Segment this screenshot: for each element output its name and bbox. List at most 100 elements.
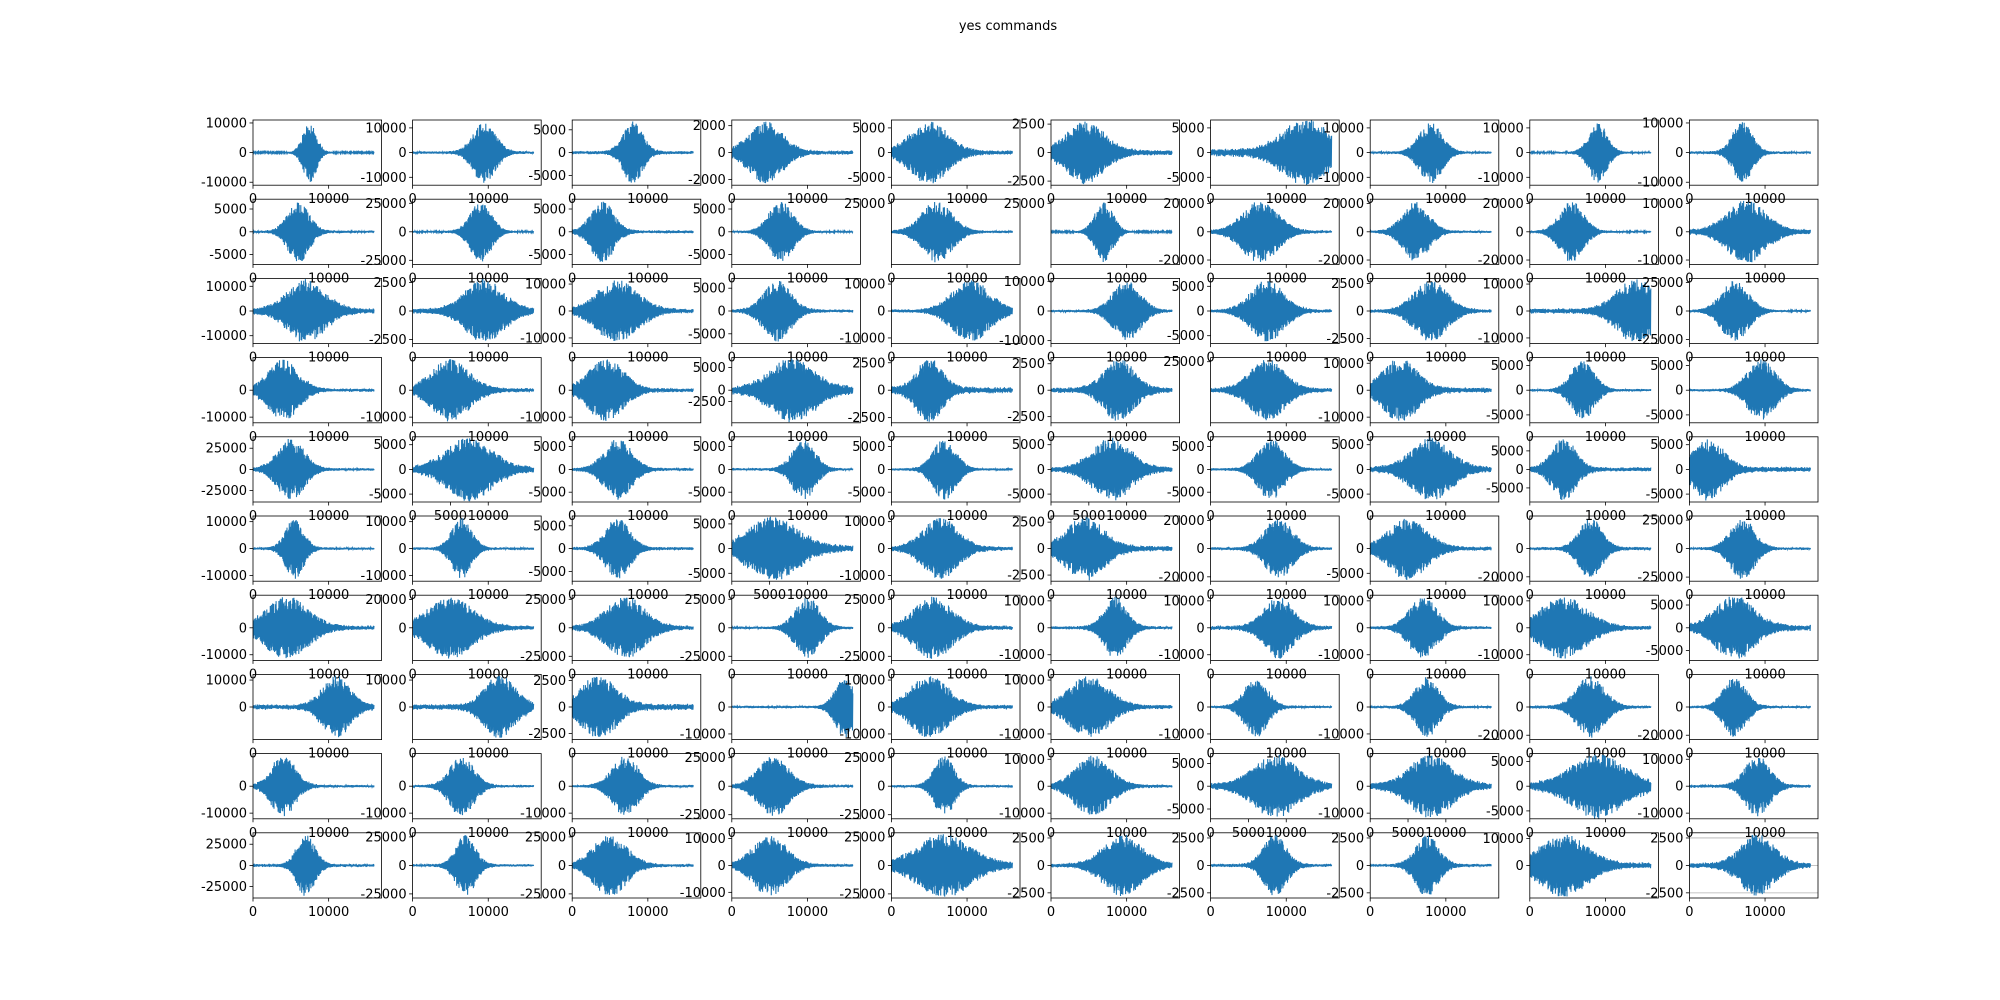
y-tick-label: 25000 <box>1004 197 1045 212</box>
subplot-28: 25000-25000 10000 <box>1326 277 1500 366</box>
y-tick-label: 0 <box>1037 305 1045 320</box>
y-tick-label: -10000 <box>1159 727 1205 742</box>
x-tick-label: 10000 <box>1585 192 1626 207</box>
y-tick-label: 0 <box>558 701 566 716</box>
x-tick-label: 10000 <box>1585 430 1626 445</box>
y-tick-label: -25000 <box>201 484 247 499</box>
x-tick-label: 10000 <box>468 351 509 366</box>
y-tick-label: 10000 <box>1004 674 1045 689</box>
y-tick-label: 10000 <box>525 278 566 293</box>
y-tick-label: 0 <box>1675 780 1683 795</box>
y-tick-label: -25000 <box>361 254 407 269</box>
y-tick-label: 5000 <box>533 123 566 138</box>
y-tick-label: 5000 <box>1172 121 1205 136</box>
y-tick-label: -5000 <box>1007 488 1045 503</box>
x-tick-label: 10000 <box>1585 509 1626 524</box>
y-tick-label: 5000 <box>693 282 726 297</box>
y-tick-label: 5000 <box>852 121 885 136</box>
y-tick-label: -25000 <box>520 650 566 665</box>
waveform-line <box>1689 679 1811 737</box>
y-tick-label: 25000 <box>365 830 406 845</box>
y-tick-label: -10000 <box>201 807 247 822</box>
y-tick-label: -10000 <box>999 807 1045 822</box>
x-tick-label: 0 <box>728 905 736 920</box>
x-tick-label: 10000 <box>946 905 987 920</box>
x-tick-label: 10000 <box>787 667 828 682</box>
y-tick-label: -10000 <box>361 411 407 426</box>
y-tick-label: 5000 <box>1491 755 1524 770</box>
subplot-35: 25000-25000 10000 <box>848 356 1021 445</box>
x-tick-label: 10000 <box>627 509 668 524</box>
x-tick-label: 10000 <box>1266 430 1307 445</box>
subplot-98: 25000-25000 10000 <box>1326 831 1500 920</box>
waveform-line <box>1370 281 1492 341</box>
x-tick-label: 10000 <box>946 430 987 445</box>
waveform-line <box>412 438 535 502</box>
x-tick-label: 10000 <box>787 905 828 920</box>
waveform-line <box>731 757 854 816</box>
x-tick-label: 10000 <box>308 351 349 366</box>
y-tick-label: 5000 <box>1172 757 1205 772</box>
y-tick-label: 25000 <box>684 751 725 766</box>
waveform-line <box>1370 360 1492 421</box>
y-tick-label: 0 <box>1356 701 1364 716</box>
waveform-line <box>253 125 375 182</box>
x-tick-label: 10000 <box>468 509 509 524</box>
y-tick-label: -10000 <box>1318 807 1364 822</box>
y-tick-label: -2500 <box>1326 332 1364 347</box>
x-tick-label: 10000 <box>787 826 828 841</box>
y-tick-label: 0 <box>1675 859 1683 874</box>
y-tick-label: 0 <box>239 701 247 716</box>
x-tick-label: 10000 <box>1585 588 1626 603</box>
y-tick-label: 0 <box>1196 146 1204 161</box>
y-tick-label: 0 <box>718 701 726 716</box>
x-tick-label: 10000 <box>308 271 349 286</box>
x-tick-label: 10000 <box>1744 192 1785 207</box>
y-tick-label: 0 <box>398 859 406 874</box>
y-tick-label: -2500 <box>1007 569 1045 584</box>
x-tick-label: 10000 <box>1106 905 1147 920</box>
x-tick-label: 10000 <box>946 747 987 762</box>
x-tick-label: 10000 <box>1744 747 1785 762</box>
x-tick-label: 10000 <box>1425 192 1466 207</box>
x-tick-label: 10000 <box>468 430 509 445</box>
y-tick-label: 10000 <box>844 674 885 689</box>
waveform-line <box>1370 437 1492 500</box>
x-tick-label: 10000 <box>1425 667 1466 682</box>
y-tick-label: 0 <box>558 384 566 399</box>
y-tick-label: 25000 <box>844 593 885 608</box>
y-tick-label: 2500 <box>1331 277 1364 292</box>
x-tick-label: 10000 <box>1266 826 1307 841</box>
y-tick-label: -10000 <box>839 331 885 346</box>
y-tick-label: 20000 <box>1482 197 1523 212</box>
x-tick-label: 10000 <box>1266 747 1307 762</box>
y-tick-label: -10000 <box>520 411 566 426</box>
waveform-line <box>1370 202 1492 261</box>
waveform-line <box>891 676 1013 737</box>
waveform-line <box>1529 439 1652 501</box>
waveform-line <box>1370 835 1492 895</box>
x-tick-label: 10000 <box>468 905 509 920</box>
y-tick-label: 0 <box>398 621 406 636</box>
x-tick-label: 10000 <box>627 588 668 603</box>
y-tick-label: 2500 <box>1012 831 1045 846</box>
y-tick-label: 0 <box>1356 859 1364 874</box>
waveform-line <box>1370 518 1492 581</box>
waveform-line <box>1210 835 1333 896</box>
waveform-line <box>731 516 854 580</box>
y-tick-label: -5000 <box>1646 488 1684 503</box>
y-tick-label: 0 <box>398 384 406 399</box>
